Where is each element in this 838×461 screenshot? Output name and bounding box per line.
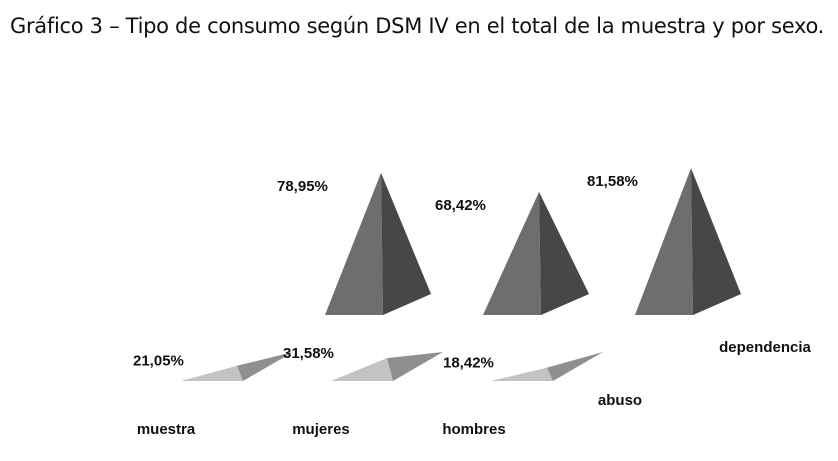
value-label-dependencia-muestra: 78,95% (277, 178, 328, 195)
pyramid-abuso-hombres-left-face (491, 367, 553, 381)
series-abuso (181, 352, 603, 381)
pyramid-abuso-muestra-right-face (237, 352, 293, 381)
pyramid-abuso-muestra-left-face (181, 365, 243, 381)
category-label-muestra: muestra (137, 421, 196, 438)
series-dependencia (325, 168, 741, 315)
pyramid-abuso-mujeres-left-face (331, 358, 393, 381)
value-label-dependencia-mujeres: 68,42% (435, 197, 486, 214)
value-label-abuso-mujeres: 31,58% (283, 345, 334, 362)
value-label-abuso-muestra: 21,05% (133, 353, 184, 370)
series-label-dependencia: dependencia (719, 339, 811, 356)
series-label-abuso: abuso (598, 392, 642, 409)
pyramid-dependencia-mujeres-left-face (483, 191, 541, 315)
pyramid-dependencia-hombres-right-face (691, 168, 741, 315)
pyramid-dependencia-muestra-right-face (381, 172, 431, 315)
category-label-hombres: hombres (442, 421, 505, 438)
pyramid-abuso-hombres-right-face (547, 352, 603, 381)
chart-title: Gráfico 3 – Tipo de consumo según DSM IV… (10, 14, 825, 38)
pyramid-dependencia-mujeres-right-face (539, 191, 589, 315)
pyramid-dependencia-hombres-left-face (635, 168, 693, 315)
category-label-mujeres: mujeres (292, 421, 350, 438)
value-label-abuso-hombres: 18,42% (443, 355, 494, 372)
value-label-dependencia-hombres: 81,58% (587, 173, 638, 190)
pyramid-abuso-mujeres-right-face (387, 352, 443, 381)
pyramid-dependencia-muestra-left-face (325, 172, 383, 315)
